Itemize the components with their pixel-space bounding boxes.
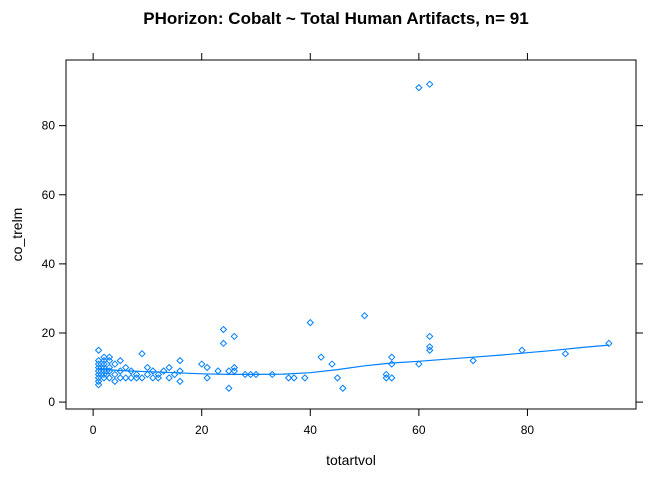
data-point [203,363,211,372]
data-point [116,367,124,375]
data-point [415,360,423,368]
plot-frame [65,59,637,410]
data-point [518,346,526,354]
data-point [328,360,336,368]
data-point [105,374,114,382]
data-point [105,363,114,372]
data-point [388,360,396,368]
y-tick-label: 60 [42,188,56,202]
data-point [116,356,124,365]
data-point [94,377,103,386]
axis-tick-labels: 0 20 40 60 80 0 20 40 60 80 [42,119,535,437]
chart-title: PHorizon: Cobalt ~ Total Human Artifacts… [143,9,528,28]
data-point [111,370,119,379]
axis-ticks [59,53,643,416]
data-point [469,356,477,365]
data-point [100,353,108,361]
y-tick-label: 40 [42,257,56,271]
data-point [105,367,114,375]
data-point [382,370,390,379]
data-point [94,381,103,389]
data-point [127,367,135,375]
data-point [198,360,206,368]
data-point [382,374,390,382]
data-point [94,370,103,379]
data-point [176,367,184,375]
data-point [149,367,157,375]
data-point [301,374,309,382]
data-point [426,346,434,354]
data-point [132,374,141,382]
data-point [225,367,233,375]
data-point [111,360,119,368]
x-tick-label: 80 [521,423,535,437]
data-point [339,384,347,392]
data-point [317,353,325,361]
data-point [154,374,162,382]
data-point [426,343,434,351]
data-point [219,339,228,348]
data-point [165,363,173,372]
y-tick-label: 20 [42,326,56,340]
data-point [143,370,152,379]
data-point [111,377,119,386]
data-point [138,374,146,382]
data-point [333,374,342,382]
data-point [360,311,369,320]
x-tick-label: 0 [90,423,97,437]
data-point [426,332,434,341]
data-point [561,350,570,358]
data-point [605,339,613,348]
data-point [306,318,314,327]
y-tick-label: 0 [48,395,55,409]
y-tick-label: 80 [42,119,56,133]
data-point [105,353,114,361]
data-point [116,374,124,382]
data-point [122,363,130,372]
data-point [127,374,135,382]
data-points [94,80,613,392]
data-point [246,370,255,379]
data-point [388,374,396,382]
smooth-line [98,344,609,375]
x-tick-label: 40 [304,423,318,437]
data-point [290,374,298,382]
data-point [132,370,141,379]
data-point [94,356,103,365]
data-point [100,360,108,368]
data-point [214,367,222,375]
data-point [160,367,168,375]
data-point [241,370,249,379]
y-axis-label: co_trelm [9,208,25,262]
data-point [219,325,228,334]
data-point [426,80,434,88]
data-point [122,374,130,382]
data-point [138,350,146,358]
data-point [284,374,293,382]
data-point [230,332,238,341]
data-point [252,370,260,379]
data-point [203,374,211,382]
data-point [105,356,114,365]
data-point [100,356,108,365]
data-point [388,353,396,361]
data-point [268,370,276,379]
data-point [170,370,179,379]
data-point [94,363,103,372]
data-point [143,363,152,372]
data-point [154,370,162,379]
data-point [225,384,233,392]
x-axis-label: totartvol [326,452,376,468]
x-tick-label: 60 [412,423,426,437]
data-point [415,83,423,92]
data-point [165,374,173,382]
data-point [149,374,157,382]
data-point [230,363,238,372]
data-point [230,367,238,375]
data-point [94,346,103,354]
x-tick-label: 20 [195,423,209,437]
data-point [176,356,184,365]
data-point [176,377,184,386]
